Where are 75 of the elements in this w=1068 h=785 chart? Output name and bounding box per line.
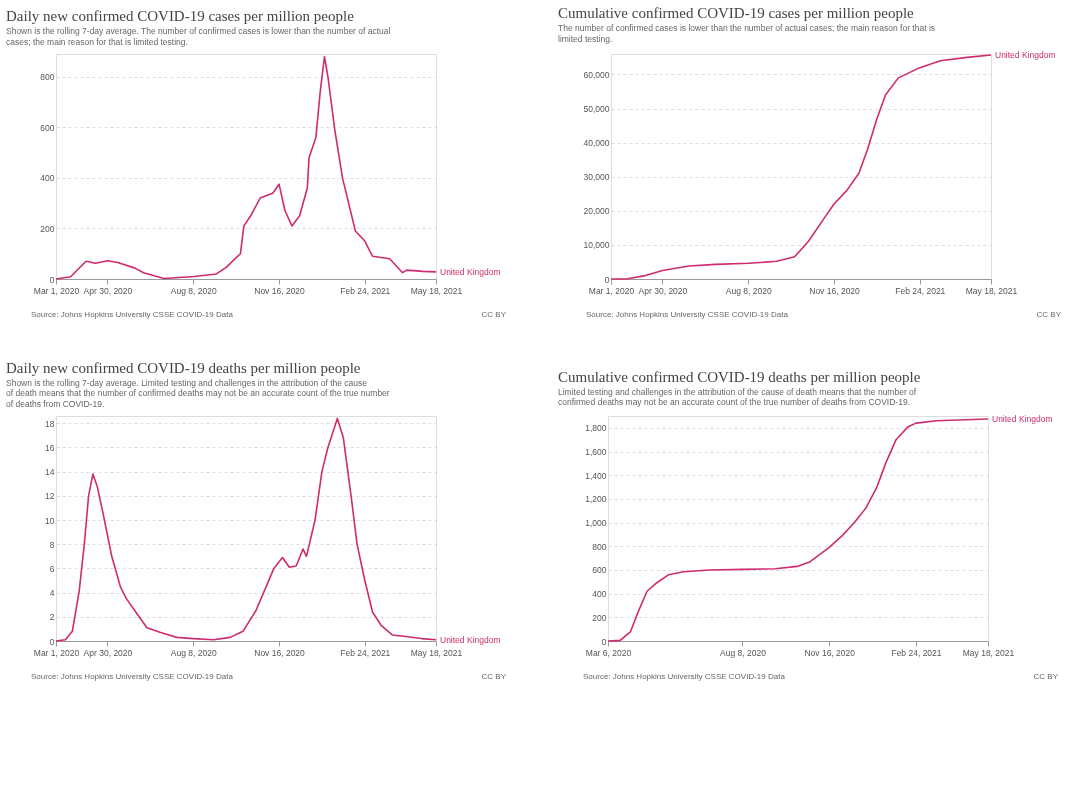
- y-tick-label: 4: [49, 588, 55, 599]
- x-tick-label: May 18, 2021: [965, 285, 1018, 296]
- x-tick-label: Feb 24, 2021: [895, 285, 946, 296]
- text: CC BY: [481, 310, 507, 319]
- y-tick-label: 200: [40, 223, 55, 234]
- chart-title: Cumulative confirmed COVID-19 deaths per million people: [558, 368, 921, 385]
- x-tick-label: Aug 8, 2020: [720, 647, 767, 658]
- y-tick-label: 6: [49, 563, 55, 574]
- chart-subtitle: The number of confirmed cases is lower than the number of actual cases; the main reason for that is limited testing.: [558, 23, 936, 44]
- x-tick-label: Mar 1, 2020: [33, 285, 80, 296]
- x-tick-label: Aug 8, 2020: [725, 285, 772, 296]
- series-label: United Kingdom: [992, 413, 1053, 424]
- text: CC BY: [1033, 672, 1059, 681]
- y-tick-label: 8: [49, 539, 55, 550]
- y-tick-label: 600: [592, 565, 607, 576]
- y-tick-label: 0: [601, 636, 607, 647]
- x-tick-label: Aug 8, 2020: [170, 285, 217, 296]
- x-tick-label: Nov 16, 2020: [804, 647, 856, 658]
- chart-subtitle: Limited testing and challenges in the attribution of the cause of death means that the number of confirmed deaths may not be an accurate count of the true number of deaths from COVID-19.: [558, 386, 917, 408]
- y-tick-label: 1,400: [585, 470, 607, 481]
- x-tick-label: Apr 30, 2020: [83, 285, 133, 296]
- x-tick-label: Feb 24, 2021: [340, 647, 391, 658]
- source-note: Source: Johns Hopkins University CSSE COVID-19 Data: [31, 310, 234, 319]
- y-tick-label: 800: [40, 72, 55, 83]
- y-tick-label: 1,200: [585, 494, 607, 505]
- series-label: United Kingdom: [995, 50, 1056, 61]
- y-tick-label: 1,800: [585, 423, 607, 434]
- y-tick-label: 600: [40, 122, 55, 133]
- y-tick-label: 0: [49, 636, 55, 647]
- x-tick-label: Nov 16, 2020: [254, 285, 306, 296]
- chart-subtitle: Shown is the rolling 7-day average. Limited testing and challenges in the attribution of the cause of death means that the number of confirmed deaths may not be an accurate count of the true number of deaths from COVID-19.: [6, 377, 390, 409]
- series-label: United Kingdom: [440, 634, 501, 645]
- y-tick-label: 800: [592, 541, 607, 552]
- x-tick-label: Mar 6, 2020: [585, 647, 632, 658]
- y-tick-label: 1,000: [585, 518, 607, 529]
- chart-title: Cumulative confirmed COVID-19 cases per million people: [558, 5, 915, 22]
- y-tick-label: 18: [45, 418, 55, 429]
- x-tick-label: Aug 8, 2020: [170, 647, 217, 658]
- chart-title: Daily new confirmed COVID-19 cases per million people: [6, 8, 355, 24]
- chart-subtitle: Shown is the rolling 7-day average. The number of confirmed cases is lower than the number of actual cases; the main reason for that is limited testing.: [6, 26, 391, 47]
- y-tick-label: 16: [45, 442, 55, 453]
- source-note: Source: Johns Hopkins University CSSE COVID-19 Data: [586, 310, 789, 319]
- x-tick-label: Apr 30, 2020: [638, 285, 688, 296]
- x-tick-label: Nov 16, 2020: [254, 647, 306, 658]
- y-tick-label: 1,600: [585, 447, 607, 458]
- y-tick-label: 50,000: [583, 104, 610, 115]
- y-tick-label: 10: [45, 515, 55, 526]
- source-note: Source: Johns Hopkins University CSSE COVID-19 Data: [31, 672, 234, 681]
- y-tick-label: 400: [592, 589, 607, 600]
- source-note: Source: Johns Hopkins University CSSE COVID-19 Data: [583, 672, 786, 681]
- x-tick-label: May 18, 2021: [410, 647, 463, 658]
- y-tick-label: 12: [45, 491, 55, 502]
- x-tick-label: Nov 16, 2020: [809, 285, 861, 296]
- y-tick-label: 0: [604, 274, 610, 285]
- x-tick-label: May 18, 2021: [962, 647, 1015, 658]
- y-tick-label: 30,000: [583, 172, 610, 183]
- y-tick-label: 2: [49, 612, 55, 623]
- x-tick-label: Mar 1, 2020: [33, 647, 80, 658]
- chart-title: Daily new confirmed COVID-19 deaths per million people: [6, 359, 361, 376]
- y-tick-label: 60,000: [583, 69, 610, 80]
- x-tick-label: Mar 1, 2020: [588, 285, 635, 296]
- text: CC BY: [481, 672, 507, 681]
- y-tick-label: 40,000: [583, 138, 610, 149]
- x-tick-label: Apr 30, 2020: [83, 647, 133, 658]
- y-tick-label: 200: [592, 612, 607, 623]
- x-tick-label: Feb 24, 2021: [340, 285, 391, 296]
- y-tick-label: 10,000: [583, 240, 610, 251]
- x-tick-label: Feb 24, 2021: [891, 647, 942, 658]
- text: CC BY: [1036, 310, 1062, 319]
- y-tick-label: 20,000: [583, 206, 610, 217]
- y-tick-label: 14: [45, 467, 55, 478]
- x-tick-label: May 18, 2021: [410, 285, 463, 296]
- y-tick-label: 400: [40, 173, 55, 184]
- series-label: United Kingdom: [440, 266, 501, 277]
- y-tick-label: 0: [49, 274, 55, 285]
